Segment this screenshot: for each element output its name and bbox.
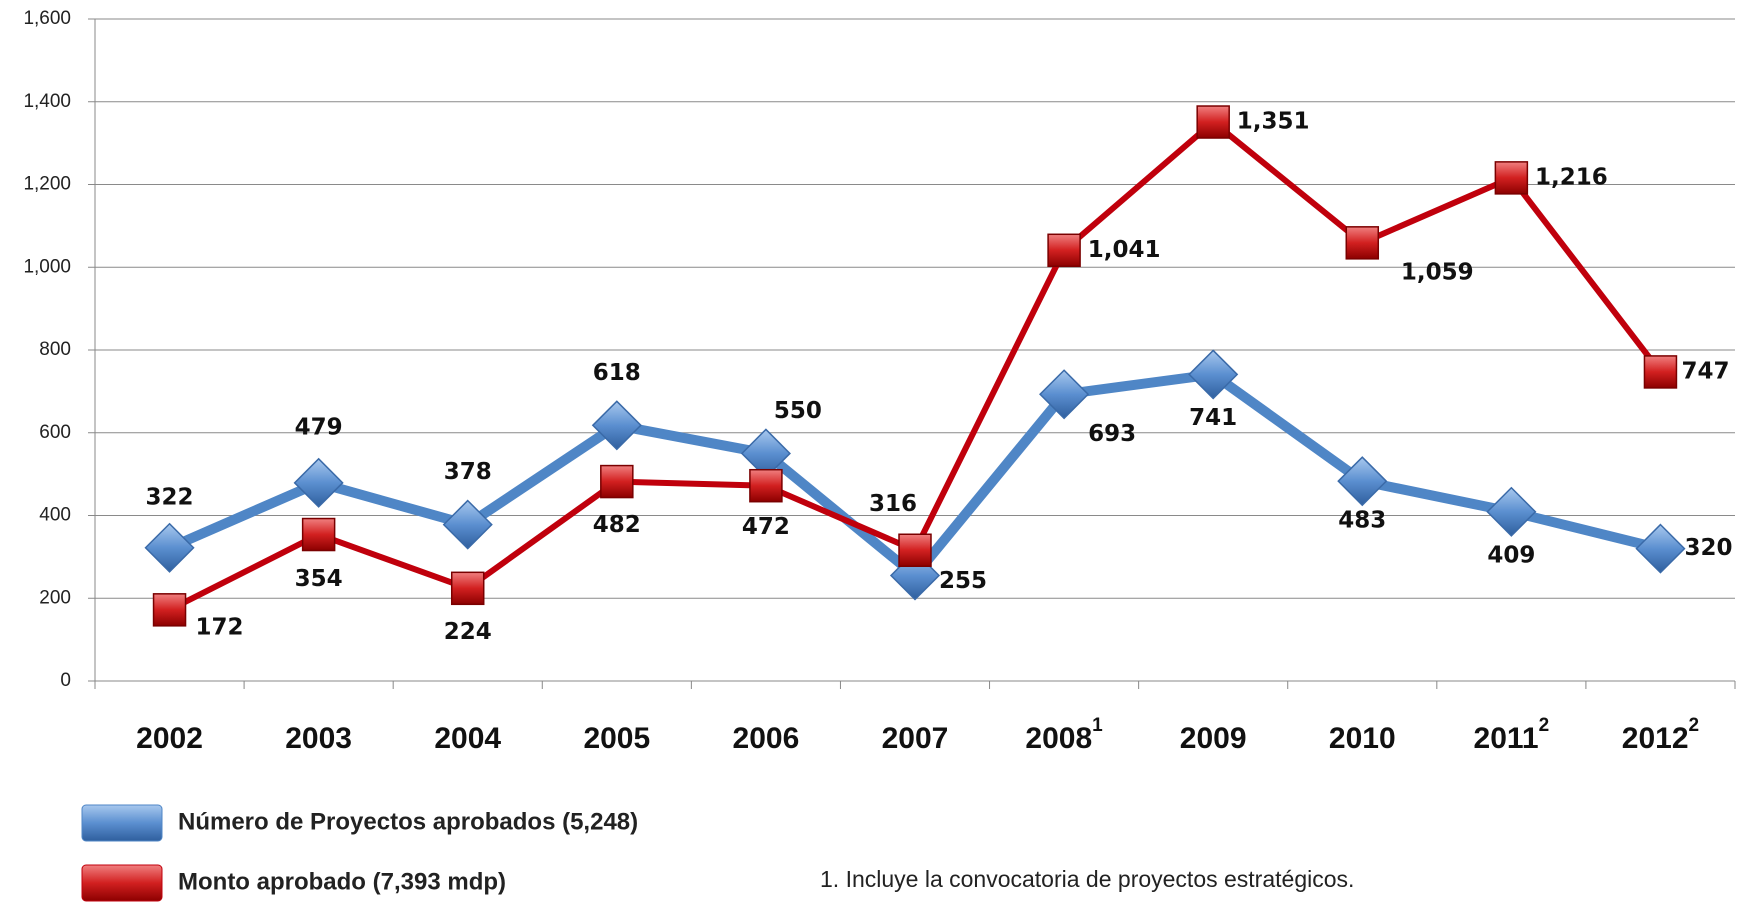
x-tick-label: 2007: [882, 722, 949, 755]
data-label: 322: [146, 484, 194, 510]
category: 2002: [136, 722, 203, 755]
x-tick-label: 2003: [285, 722, 352, 755]
marker: [1196, 105, 1230, 139]
category: 2007: [882, 722, 949, 755]
data-label: 354: [295, 566, 343, 592]
data-label: 224: [444, 619, 492, 645]
marker: [450, 571, 485, 606]
marker: [1047, 233, 1081, 268]
legend-label: Número de Proyectos aprobados (5,248): [178, 808, 638, 835]
category: 2011: [1474, 722, 1539, 755]
data-label: 378: [444, 459, 492, 485]
marker: [152, 593, 187, 627]
data-label: 747: [1681, 358, 1729, 384]
data-label: 482: [593, 512, 641, 538]
marker: [600, 464, 634, 499]
data-label: 741: [1189, 405, 1237, 431]
marker: [1337, 456, 1388, 507]
marker: [301, 517, 336, 552]
legend-label: Monto aprobado (7,393 mdp): [178, 868, 506, 895]
y-tick-label: 400: [39, 505, 71, 526]
marker: [1039, 369, 1090, 420]
marker: [591, 400, 642, 451]
marker: [898, 533, 932, 568]
data-label: 316: [869, 491, 917, 517]
legend-swatch: [81, 804, 163, 842]
y-tick-label: 200: [39, 587, 71, 608]
x-tick-label: 2009: [1180, 722, 1247, 755]
y-tick-label: 600: [39, 422, 71, 443]
marker: [1635, 523, 1686, 574]
data-label: 409: [1487, 542, 1535, 568]
category: 2006: [733, 722, 800, 755]
x-tick-label: 20122: [1622, 715, 1699, 755]
category: 2004: [434, 722, 501, 755]
x-tick-label: 2004: [434, 722, 501, 755]
marker: [1643, 355, 1678, 389]
data-label: 172: [196, 614, 244, 640]
category: 2012: [1622, 722, 1689, 755]
marker: [1345, 226, 1380, 260]
marker: [144, 522, 195, 573]
x-tick-label: 2006: [733, 722, 800, 755]
category: 2010: [1329, 722, 1396, 755]
data-label: 255: [939, 568, 987, 594]
category-note: 2: [1689, 715, 1700, 736]
marker: [1494, 161, 1529, 195]
category-note: 1: [1092, 715, 1103, 736]
data-label: 472: [742, 514, 790, 540]
y-tick-label: 0: [60, 670, 71, 691]
marker: [1188, 349, 1239, 400]
y-tick-label: 1,600: [23, 8, 71, 29]
category: 2005: [583, 722, 650, 755]
data-label: 1,351: [1237, 109, 1310, 135]
data-label: 320: [1684, 535, 1732, 561]
y-tick-label: 1,000: [23, 256, 71, 277]
marker: [442, 499, 493, 550]
data-label: 693: [1088, 421, 1136, 447]
x-tick-label: 2002: [136, 722, 203, 755]
data-label: 483: [1338, 508, 1386, 534]
marker: [1486, 486, 1537, 537]
data-label: 618: [593, 360, 641, 386]
category: 2009: [1180, 722, 1247, 755]
data-label: 1,059: [1401, 259, 1474, 285]
marker: [293, 457, 344, 508]
footnote: 1. Incluye la convocatoria de proyectos …: [820, 866, 1354, 892]
x-tick-label: 2005: [583, 722, 650, 755]
marker: [749, 468, 783, 503]
y-tick-label: 1,400: [23, 91, 71, 112]
category: 2003: [285, 722, 352, 755]
data-label: 479: [295, 414, 343, 440]
data-label: 550: [774, 398, 822, 424]
data-label: 1,041: [1088, 237, 1161, 263]
category: 2008: [1025, 722, 1092, 755]
category-note: 2: [1539, 715, 1550, 736]
y-tick-label: 1,200: [23, 174, 71, 195]
legend-swatch: [81, 864, 163, 902]
y-tick-label: 800: [39, 339, 71, 360]
data-label: 1,216: [1535, 164, 1608, 190]
x-tick-label: 20081: [1025, 715, 1103, 755]
x-tick-label: 2010: [1329, 722, 1396, 755]
x-tick-label: 20112: [1474, 715, 1550, 755]
